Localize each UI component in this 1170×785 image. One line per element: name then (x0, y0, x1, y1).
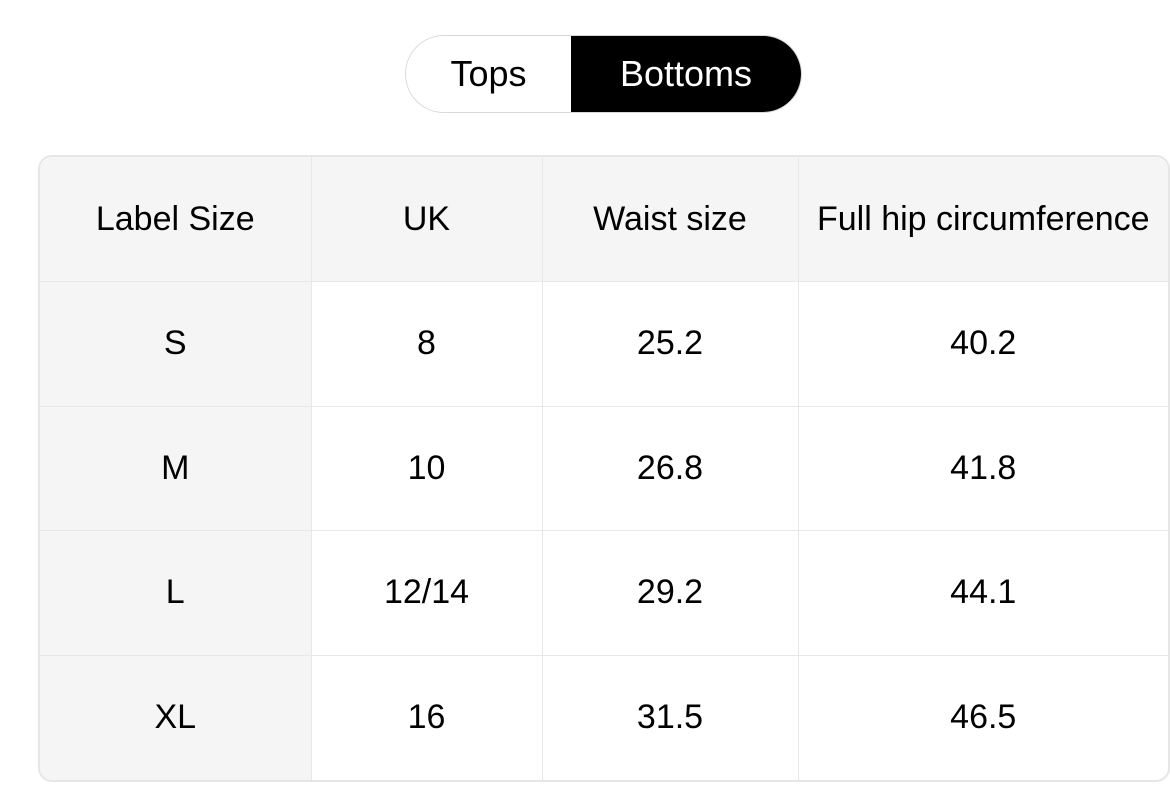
tab-bottoms[interactable]: Bottoms (571, 36, 801, 112)
cell-waist: 26.8 (541, 405, 799, 531)
cell-uk: 8 (310, 281, 543, 407)
cell-hip: 41.8 (797, 405, 1168, 531)
table-row: S 8 25.2 40.2 (40, 281, 1168, 407)
header-uk: UK (310, 157, 543, 282)
cell-waist: 25.2 (541, 281, 799, 407)
cell-waist: 29.2 (541, 530, 799, 656)
cell-hip: 40.2 (797, 281, 1168, 407)
cell-label-size: L (40, 530, 312, 656)
header-waist-size: Waist size (541, 157, 799, 282)
tab-tops[interactable]: Tops (406, 36, 571, 112)
cell-uk: 10 (310, 405, 543, 531)
size-chart-table: Label Size UK Waist size Full hip circum… (38, 155, 1170, 782)
cell-waist: 31.5 (541, 654, 799, 780)
header-full-hip: Full hip circumference (797, 157, 1168, 282)
cell-uk: 16 (310, 654, 543, 780)
table-row: L 12/14 29.2 44.1 (40, 530, 1168, 656)
table-row: XL 16 31.5 46.5 (40, 654, 1168, 780)
cell-label-size: S (40, 281, 312, 407)
cell-hip: 44.1 (797, 530, 1168, 656)
table-header-row: Label Size UK Waist size Full hip circum… (40, 157, 1168, 282)
table-row: M 10 26.8 41.8 (40, 405, 1168, 531)
category-toggle: Tops Bottoms (405, 35, 802, 113)
cell-label-size: M (40, 405, 312, 531)
header-label-size: Label Size (40, 157, 312, 282)
cell-hip: 46.5 (797, 654, 1168, 780)
cell-uk: 12/14 (310, 530, 543, 656)
cell-label-size: XL (40, 654, 312, 780)
